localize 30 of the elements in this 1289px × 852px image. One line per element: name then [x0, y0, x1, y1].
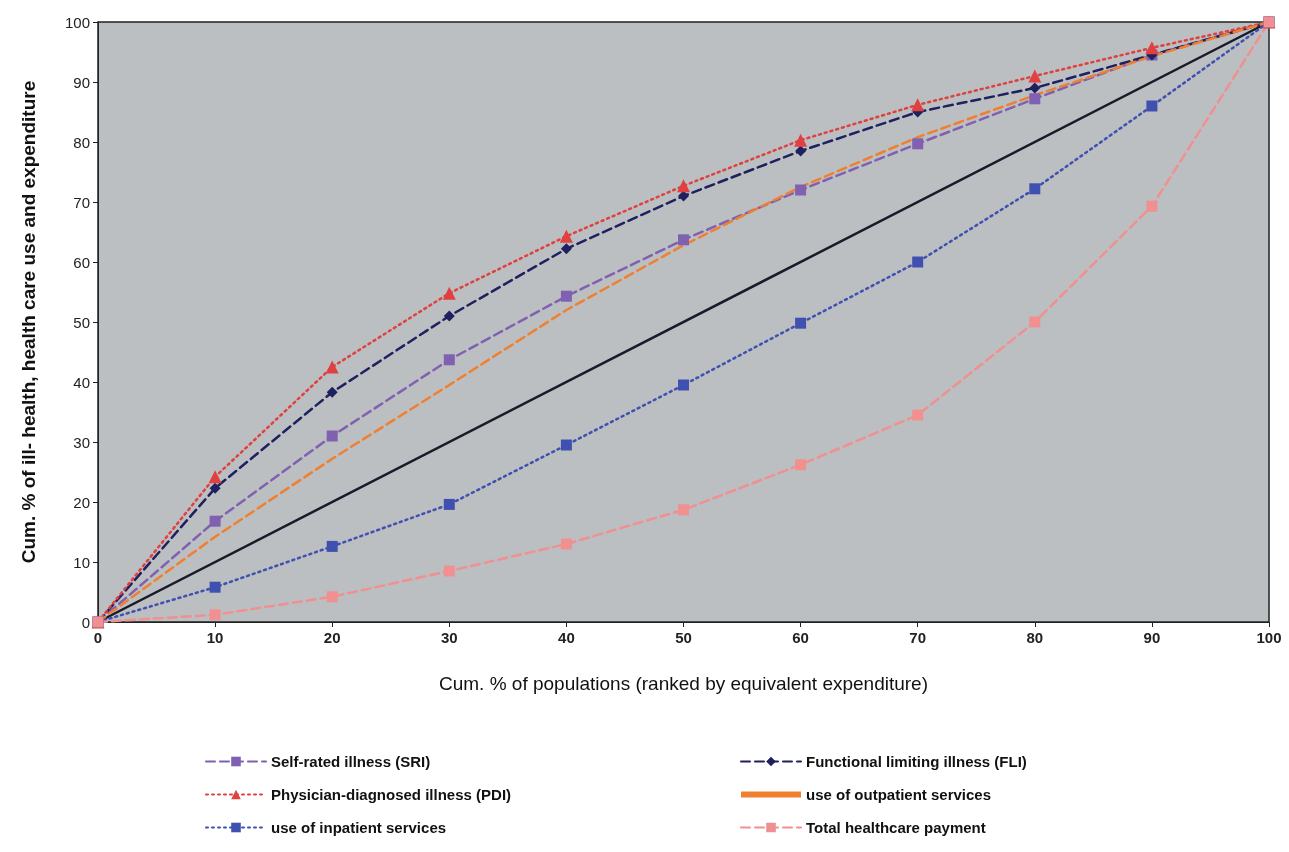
x-tick-label: 70 — [909, 629, 927, 646]
y-tick-label: 30 — [73, 433, 90, 451]
x-tick-label: 30 — [440, 629, 458, 646]
x-tick-label: 0 — [93, 629, 103, 646]
y-tick-label: 80 — [73, 133, 90, 151]
legend-label: Physician-diagnosed illness (PDI) — [271, 786, 512, 803]
y-tick-label: 100 — [64, 13, 90, 31]
x-tick-label: 40 — [558, 629, 575, 646]
legend-label: use of outpatient services — [806, 786, 992, 803]
legend-label: use of inpatient services — [271, 819, 447, 836]
legend-label: Functional limiting illness (FLI) — [806, 753, 1027, 770]
y-tick-label: 10 — [73, 553, 90, 571]
y-tick-label: 90 — [73, 73, 90, 91]
x-tick-label: 50 — [675, 629, 692, 646]
legend-label: Total healthcare payment — [806, 819, 986, 836]
y-tick-label: 60 — [73, 253, 90, 271]
x-axis-title: Cum. % of populations (ranked by equivalent expenditure) — [438, 673, 929, 694]
x-tick-label: 80 — [1026, 629, 1044, 646]
x-tick-label: 20 — [323, 629, 341, 646]
x-tick-label: 90 — [1143, 629, 1161, 646]
legend-label: Self-rated illness (SRI) — [271, 753, 431, 770]
x-tick-label: 60 — [792, 629, 809, 646]
x-tick-label: 10 — [206, 629, 224, 646]
y-tick-label: 50 — [73, 313, 90, 331]
y-tick-label: 0 — [81, 613, 90, 631]
x-tick-label: 100 — [1256, 629, 1282, 646]
y-tick-label: 70 — [73, 193, 90, 211]
y-tick-label: 40 — [73, 373, 90, 391]
y-axis-title: Cum. % of ill- health, health care use and expenditure — [18, 80, 39, 564]
y-tick-label: 20 — [73, 493, 90, 511]
